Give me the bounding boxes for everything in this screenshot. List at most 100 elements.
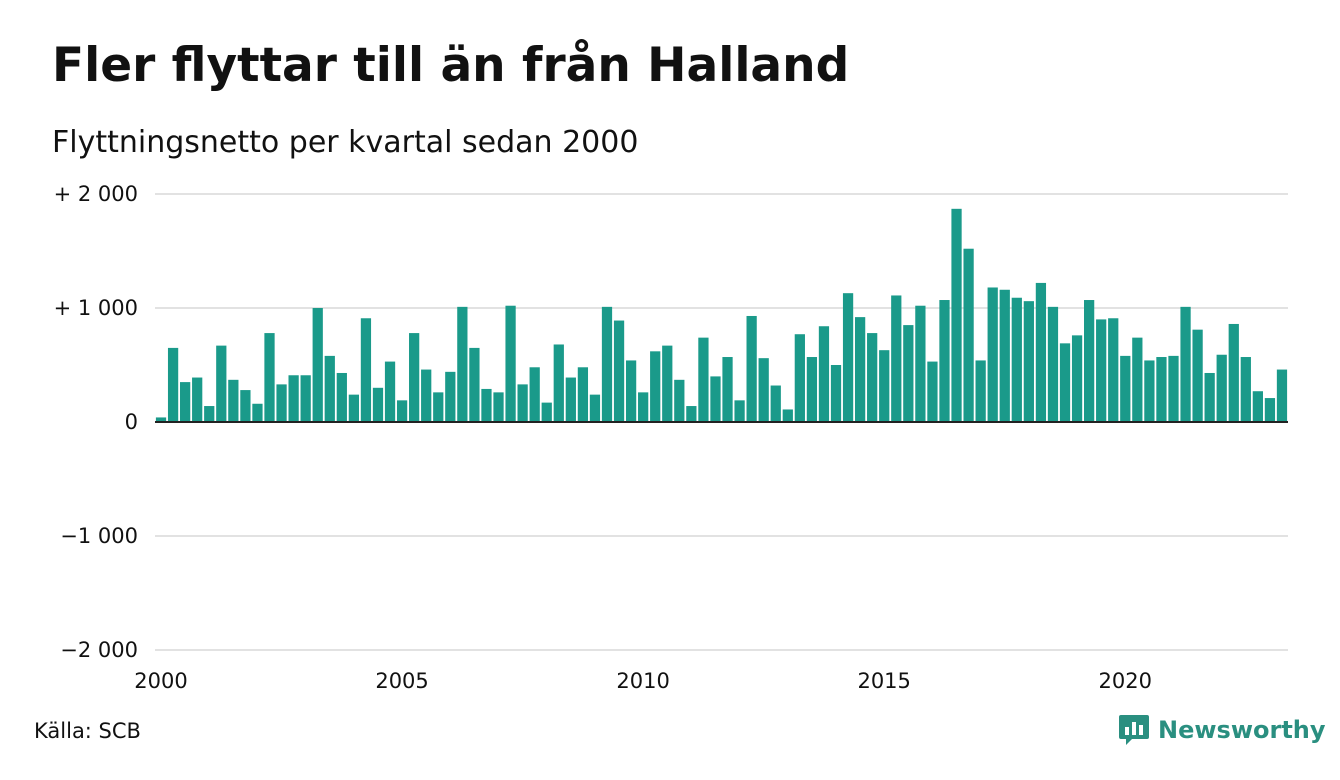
bar [746,315,757,422]
bar [1023,301,1034,422]
bar [722,357,733,422]
bar [927,361,938,422]
bar [553,344,564,422]
bar [1252,391,1263,422]
bar [155,417,167,422]
bar [879,350,890,422]
y-tick-label: + 2 000 [54,182,138,206]
x-tick-label: 2000 [134,669,187,693]
bar [276,384,287,422]
bar [891,295,902,422]
bar [1192,329,1203,422]
bar [336,372,347,422]
bar [601,306,613,422]
chart-title: Fler flyttar till än från Halland [52,38,850,93]
bar [710,376,721,422]
bar [517,384,528,422]
bar [1011,297,1022,422]
bar [1156,357,1167,422]
bar [1168,355,1179,422]
bar [192,377,203,422]
bar [589,394,601,422]
bar [867,333,878,422]
bar [939,300,950,422]
x-tick-label: 2020 [1099,669,1152,693]
bar [288,375,299,422]
bars [155,208,1288,423]
bar [300,375,311,422]
bar [1084,300,1095,422]
bar [650,351,661,422]
bar [1276,369,1288,422]
bar [963,248,974,422]
bar [854,317,866,422]
bar [348,394,360,422]
bar [794,334,805,422]
bar [1120,355,1131,422]
bar [1035,282,1047,422]
bar [481,388,492,422]
bar [240,390,251,422]
y-tick-label: −1 000 [60,524,138,548]
bar [1240,357,1251,422]
bar [372,387,384,422]
bar [421,369,432,422]
bar [686,406,697,422]
bar [252,403,263,422]
bar [638,392,649,422]
bar [782,409,793,422]
bar [1096,319,1107,422]
bar [806,357,818,422]
bar [662,345,673,422]
bar [1216,354,1227,422]
y-tick-label: −2 000 [60,638,138,662]
bar [384,361,396,422]
bar [734,400,745,422]
bar [613,320,625,422]
bar [577,367,589,422]
brand-name: Newsworthy [1158,716,1326,744]
grid-lines [155,193,1288,651]
bar [493,392,504,422]
bar [1132,337,1143,422]
bar [1047,306,1059,422]
bar [770,385,781,422]
brand-logo: Newsworthy [1118,713,1326,747]
bar [1204,372,1215,422]
bar [409,333,420,422]
bar [1144,360,1155,422]
bar [312,308,323,422]
bar [529,367,540,422]
bar [204,406,215,422]
bar [758,358,769,422]
bar [915,305,926,422]
bar [565,377,576,422]
bar [324,355,335,422]
bar [360,318,372,422]
bar [264,333,275,422]
bar [698,337,709,422]
bar [1264,398,1276,422]
bar [1108,318,1119,422]
bar [999,289,1010,422]
bar [180,382,191,422]
bar-chart: + 2 000 + 1 000 0 −1 000 −2 000 2000 2005 2010… [54,182,1288,693]
bar [818,326,830,422]
x-tick-label: 2010 [616,669,669,693]
bar [842,293,854,422]
bar [216,345,227,422]
bar [1059,343,1071,422]
bar [903,325,914,422]
bar [1228,323,1239,422]
bar [1180,306,1191,422]
x-tick-label: 2005 [375,669,428,693]
x-tick-label: 2015 [857,669,910,693]
chart-subtitle: Flyttningsnetto per kvartal sedan 2000 [52,125,639,160]
bar [396,400,408,422]
y-tick-label: 0 [125,410,138,434]
bar [975,360,986,422]
bar [433,392,444,422]
newsworthy-logo-icon [1119,715,1149,745]
bar [987,287,998,422]
bar [228,379,239,422]
